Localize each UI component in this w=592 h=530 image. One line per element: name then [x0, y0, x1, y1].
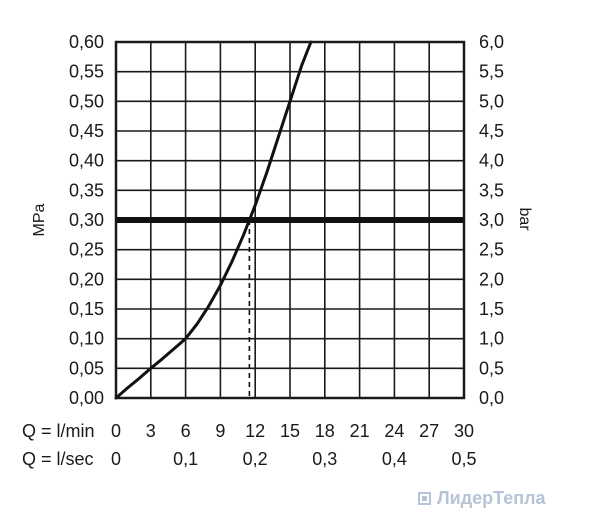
labels-layer: 0,000,050,100,150,200,250,300,350,400,45…: [22, 32, 533, 469]
y-right-tick-label: 4,0: [479, 151, 504, 171]
y-right-axis-label: bar: [516, 207, 533, 231]
y-right-tick-label: 3,5: [479, 180, 504, 200]
y-right-tick-label: 2,0: [479, 269, 504, 289]
y-left-tick-label: 0,25: [69, 240, 104, 260]
watermark-logo: ЛидерТепла: [418, 488, 546, 509]
x-primary-tick-label: 3: [146, 421, 156, 441]
series-line: [114, 40, 313, 400]
watermark-text: ЛидерТепла: [437, 488, 546, 508]
y-left-tick-label: 0,60: [69, 32, 104, 52]
y-left-tick-label: 0,40: [69, 151, 104, 171]
y-left-tick-label: 0,00: [69, 388, 104, 408]
y-right-tick-label: 0,0: [479, 388, 504, 408]
y-right-tick-label: 6,0: [479, 32, 504, 52]
x-secondary-tick-label: 0,4: [382, 449, 407, 469]
x-secondary-tick-label: 0,5: [451, 449, 476, 469]
x-primary-tick-label: 0: [111, 421, 121, 441]
y-left-tick-label: 0,50: [69, 91, 104, 111]
y-left-tick-label: 0,45: [69, 121, 104, 141]
x-primary-tick-label: 15: [280, 421, 300, 441]
y-right-tick-label: 3,0: [479, 210, 504, 230]
x-secondary-axis-label: Q = l/sec: [22, 449, 94, 469]
y-left-tick-label: 0,20: [69, 269, 104, 289]
y-left-tick-label: 0,15: [69, 299, 104, 319]
x-primary-tick-label: 27: [419, 421, 439, 441]
x-primary-tick-label: 24: [384, 421, 404, 441]
x-secondary-tick-label: 0,3: [312, 449, 337, 469]
x-primary-tick-label: 18: [315, 421, 335, 441]
y-left-axis-label: MPa: [31, 203, 48, 236]
reference-layer: [116, 217, 464, 398]
y-right-tick-label: 5,0: [479, 91, 504, 111]
y-right-tick-label: 4,5: [479, 121, 504, 141]
x-primary-tick-label: 30: [454, 421, 474, 441]
y-right-tick-label: 2,5: [479, 240, 504, 260]
y-left-tick-label: 0,10: [69, 329, 104, 349]
series-layer: [114, 40, 313, 400]
x-primary-tick-label: 9: [215, 421, 225, 441]
x-secondary-tick-label: 0: [111, 449, 121, 469]
y-right-tick-label: 1,5: [479, 299, 504, 319]
y-left-tick-label: 0,55: [69, 62, 104, 82]
x-secondary-tick-label: 0,1: [173, 449, 198, 469]
y-right-tick-label: 0,5: [479, 358, 504, 378]
y-right-tick-label: 1,0: [479, 329, 504, 349]
y-left-tick-label: 0,05: [69, 358, 104, 378]
logo-icon: [418, 492, 431, 505]
y-left-tick-label: 0,30: [69, 210, 104, 230]
x-secondary-tick-label: 0,2: [243, 449, 268, 469]
y-left-tick-label: 0,35: [69, 180, 104, 200]
y-right-tick-label: 5,5: [479, 62, 504, 82]
x-primary-tick-label: 12: [245, 421, 265, 441]
x-primary-tick-label: 21: [350, 421, 370, 441]
plot-frame-layer: [114, 40, 466, 400]
plot-frame: [114, 40, 466, 400]
x-primary-axis-label: Q = l/min: [22, 421, 95, 441]
x-primary-tick-label: 6: [181, 421, 191, 441]
